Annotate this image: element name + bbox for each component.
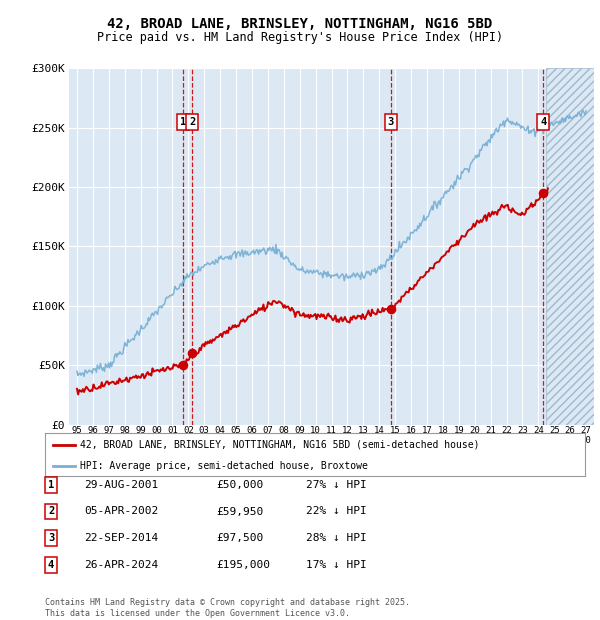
Text: 42, BROAD LANE, BRINSLEY, NOTTINGHAM, NG16 5BD: 42, BROAD LANE, BRINSLEY, NOTTINGHAM, NG… bbox=[107, 17, 493, 32]
Text: 4: 4 bbox=[48, 560, 54, 570]
Text: HPI: Average price, semi-detached house, Broxtowe: HPI: Average price, semi-detached house,… bbox=[80, 461, 368, 471]
Point bbox=[386, 304, 395, 314]
Text: 26-APR-2024: 26-APR-2024 bbox=[84, 560, 158, 570]
Text: 17% ↓ HPI: 17% ↓ HPI bbox=[306, 560, 367, 570]
Text: 42, BROAD LANE, BRINSLEY, NOTTINGHAM, NG16 5BD (semi-detached house): 42, BROAD LANE, BRINSLEY, NOTTINGHAM, NG… bbox=[80, 440, 479, 450]
Point bbox=[539, 188, 548, 198]
Text: 28% ↓ HPI: 28% ↓ HPI bbox=[306, 533, 367, 543]
Point bbox=[178, 360, 188, 370]
Text: £59,950: £59,950 bbox=[216, 507, 263, 516]
Text: 22-SEP-2014: 22-SEP-2014 bbox=[84, 533, 158, 543]
Text: 3: 3 bbox=[48, 533, 54, 543]
Bar bbox=[546, 68, 594, 425]
Text: 1: 1 bbox=[180, 117, 186, 126]
Text: 27% ↓ HPI: 27% ↓ HPI bbox=[306, 480, 367, 490]
Text: £50,000: £50,000 bbox=[216, 480, 263, 490]
Text: Contains HM Land Registry data © Crown copyright and database right 2025.
This d: Contains HM Land Registry data © Crown c… bbox=[45, 598, 410, 618]
Text: 22% ↓ HPI: 22% ↓ HPI bbox=[306, 507, 367, 516]
Text: £97,500: £97,500 bbox=[216, 533, 263, 543]
Text: 29-AUG-2001: 29-AUG-2001 bbox=[84, 480, 158, 490]
Text: 1: 1 bbox=[48, 480, 54, 490]
Text: 3: 3 bbox=[388, 117, 394, 126]
Point bbox=[188, 348, 197, 358]
Text: Price paid vs. HM Land Registry's House Price Index (HPI): Price paid vs. HM Land Registry's House … bbox=[97, 31, 503, 44]
Text: £195,000: £195,000 bbox=[216, 560, 270, 570]
Text: 4: 4 bbox=[540, 117, 547, 126]
Text: 2: 2 bbox=[190, 117, 196, 126]
Text: 2: 2 bbox=[48, 507, 54, 516]
Text: 05-APR-2002: 05-APR-2002 bbox=[84, 507, 158, 516]
